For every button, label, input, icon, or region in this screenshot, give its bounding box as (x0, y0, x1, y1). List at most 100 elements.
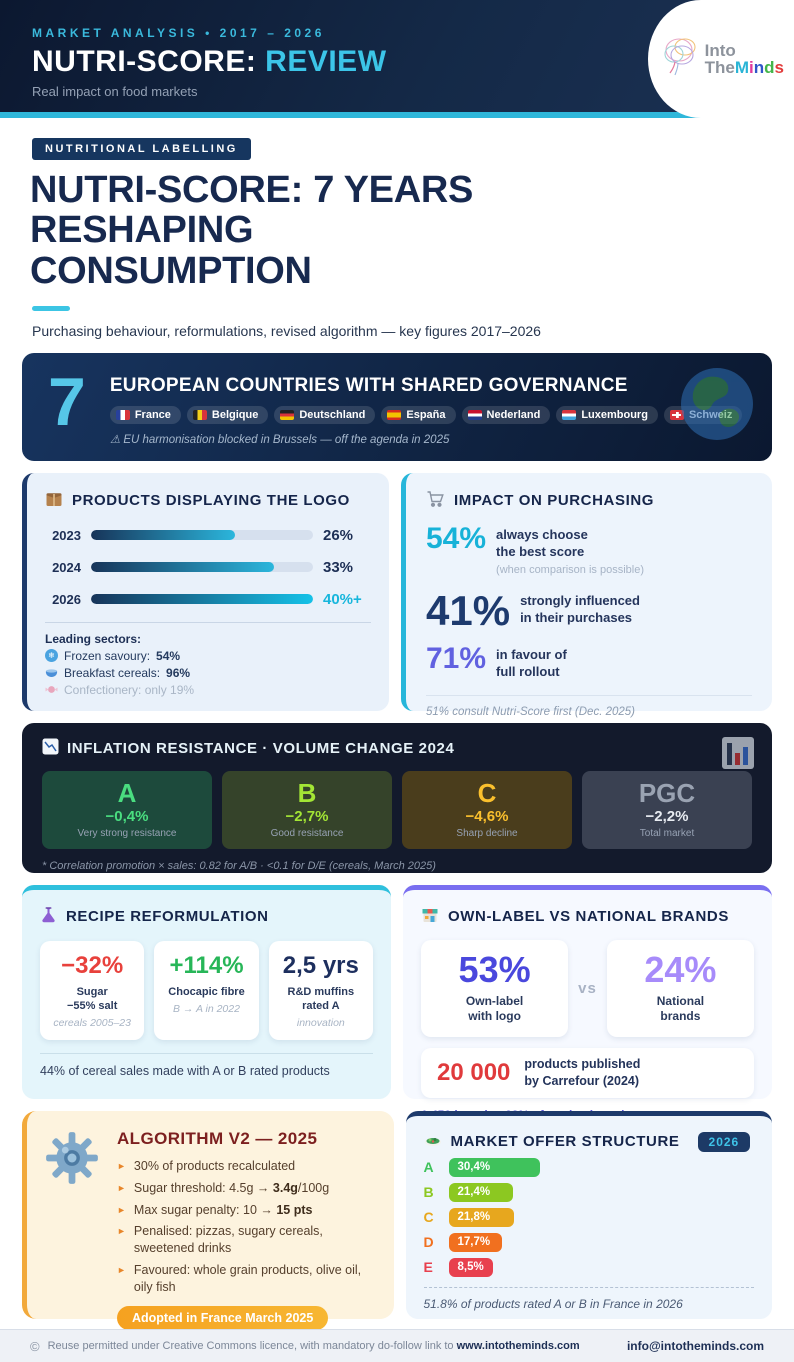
tile-caption: Good resistance (270, 828, 344, 840)
countries-count: 7 (48, 363, 86, 440)
country-name: Deutschland (299, 408, 366, 421)
bullet-arrow-icon: ► (117, 1226, 126, 1237)
leading-sectors-label: Leading sectors: (45, 631, 142, 646)
bar-value: 26% (323, 526, 354, 544)
reformulation-caption: 44% of cereal sales made with A or B rat… (40, 1053, 373, 1078)
sector-value: 54% (156, 648, 181, 663)
de-flag-icon (280, 409, 295, 420)
bar-year-label: 2023 (52, 527, 81, 543)
grade-label: C (477, 777, 497, 808)
logo-bar-row: 2023 26% (45, 527, 371, 544)
sector-item: ❄ Frozen savoury: 54% (45, 649, 371, 663)
reform-note: cereals 2005–23 (53, 1017, 131, 1030)
bar-year-label: 2026 (52, 591, 81, 607)
bullet-arrow-icon: ► (117, 1265, 126, 1276)
market-offer-chart: A 30,4% B 21,4% C 21,8% D 17,7% E 8,5% (423, 1157, 755, 1277)
inflation-title: INFLATION RESISTANCE · VOLUME CHANGE 202… (42, 738, 752, 759)
reform-note: B → A in 2022 (173, 1003, 240, 1016)
brain-doodle-icon (659, 32, 705, 87)
logo-bar-row: 2024 33% (45, 559, 371, 576)
reform-label: Sugar −55% salt (66, 985, 118, 1013)
market-offer-footnote: 51.8% of products rated A or B in France… (423, 1286, 754, 1311)
nl-flag-icon (467, 409, 482, 420)
package-icon (45, 490, 63, 512)
carrefour-banner: 20 000 products published by Carrefour (2… (421, 1047, 754, 1098)
brand-logo-line1: Into (704, 40, 736, 60)
shopping-cart-icon (426, 490, 445, 512)
countries-card: 7 EUROPEAN COUNTRIES WITH SHARED GOVERNA… (22, 352, 772, 461)
bar-value: 40%+ (323, 590, 362, 608)
grade-bar: 30,4% (448, 1157, 540, 1177)
grade-bar: 21,8% (448, 1207, 514, 1227)
country-pill: España (381, 405, 456, 424)
algorithm-bullet-list: ► 30% of products recalculated ► Sugar thre… (117, 1158, 376, 1296)
footer-website-link[interactable]: www.intotheminds.com (456, 1340, 580, 1352)
lu-flag-icon (562, 409, 577, 420)
bar-track (91, 530, 313, 541)
title-underline (32, 305, 70, 311)
purchasing-footnote: 51% consult Nutri-Score first (Dec. 2025… (426, 694, 752, 718)
leading-sectors-list: ❄ Frozen savoury: 54% Breakfast cereals: 9… (45, 649, 371, 697)
ownlabel-right-stat: 24% National brands (606, 939, 754, 1037)
sector-text: Confectionery: only 19% (64, 682, 195, 697)
sector-text: Frozen savoury: (64, 648, 151, 663)
sector-text: Breakfast cereals: (64, 665, 161, 680)
ownlabel-right-value: 24% (644, 948, 717, 990)
header-title: NUTRI-SCORE: REVIEW (32, 45, 794, 79)
alembic-icon (40, 906, 57, 928)
sector-item: Confectionery: only 19% (45, 683, 371, 697)
stat-label: always choose the best score (when compari… (496, 526, 644, 576)
grade-bar-row: E 8,5% (424, 1257, 755, 1277)
sector-value: 96% (166, 665, 191, 680)
reform-value: 2,5 yrs (282, 951, 359, 979)
footer-licence: © Reuse permitted under Creative Commons… (30, 1339, 580, 1354)
bar-fill (91, 530, 236, 541)
grade-letter: A (423, 1159, 434, 1176)
bar-year-label: 2024 (52, 559, 81, 575)
es-flag-icon (387, 409, 402, 420)
bullet-arrow-icon: ► (117, 1204, 126, 1215)
countries-body: EUROPEAN COUNTRIES WITH SHARED GOVERNANC… (109, 367, 743, 446)
purchasing-card-title: IMPACT ON PURCHASING (426, 490, 752, 512)
ownlabel-card: OWN-LABEL VS NATIONAL BRANDS 53% Own-lab… (403, 884, 772, 1122)
carrefour-count: 20 000 (437, 1058, 511, 1086)
intro-subtitle: Purchasing behaviour, reformulations, re… (32, 322, 541, 339)
country-pill: Belgique (186, 405, 269, 424)
bullet-arrow-icon: ► (117, 1182, 126, 1193)
footer-licence-text: Reuse permitted under Creative Commons l… (47, 1340, 580, 1352)
bar-fill (91, 594, 313, 605)
grade-letter: D (423, 1234, 434, 1251)
footer-email-link[interactable]: info@intotheminds.com (626, 1339, 764, 1353)
be-flag-icon (192, 409, 207, 420)
stat-value: 54% (426, 521, 487, 555)
algorithm-title: ALGORITHM V2 — 2025 (117, 1128, 318, 1148)
reformulation-card: RECIPE REFORMULATION −32% Sugar −55% salt c… (22, 884, 391, 1099)
globe-icon (678, 365, 756, 448)
grade-bar-row: D 17,7% (423, 1232, 755, 1252)
header-accent-strip (0, 112, 794, 118)
brand-letter: d (764, 58, 775, 77)
sector-item: Breakfast cereals: 96% (45, 666, 371, 680)
grade-bar: 8,5% (448, 1257, 493, 1277)
purchasing-stat: 41% strongly influenced in their purchases (426, 589, 752, 632)
stat-label: strongly influenced in their purchases (520, 592, 640, 626)
countries-warning: ⚠ EU harmonisation blocked in Brussels —… (109, 433, 450, 446)
tile-caption: Very strong resistance (77, 828, 177, 840)
frozen-face-icon: ❄ (45, 649, 58, 663)
country-name: España (406, 408, 446, 421)
volume-change-value: −2,7% (285, 808, 329, 826)
bar-value: 33% (323, 558, 354, 576)
stat-label: in favour of full rollout (496, 646, 567, 680)
header-subtitle: Real impact on food markets (32, 84, 198, 99)
reformulation-stats: −32% Sugar −55% salt cereals 2005–23 +114% Ch… (40, 940, 373, 1041)
reform-label: R&D muffins rated A (287, 985, 355, 1013)
bullet-text: Favoured: whole grain products, olive oi… (133, 1263, 362, 1295)
inflation-card: INFLATION RESISTANCE · VOLUME CHANGE 202… (22, 722, 772, 873)
purchasing-card: IMPACT ON PURCHASING 54% always choose the… (401, 472, 772, 718)
country-pill: Luxembourg (556, 405, 658, 424)
ownlabel-left-stat: 53% Own-label with logo (421, 939, 569, 1037)
brand-logo: Into TheMinds (648, 0, 794, 118)
logo-bar-row: 2026 40%+ (45, 591, 371, 608)
vs-label: vs (578, 979, 597, 997)
